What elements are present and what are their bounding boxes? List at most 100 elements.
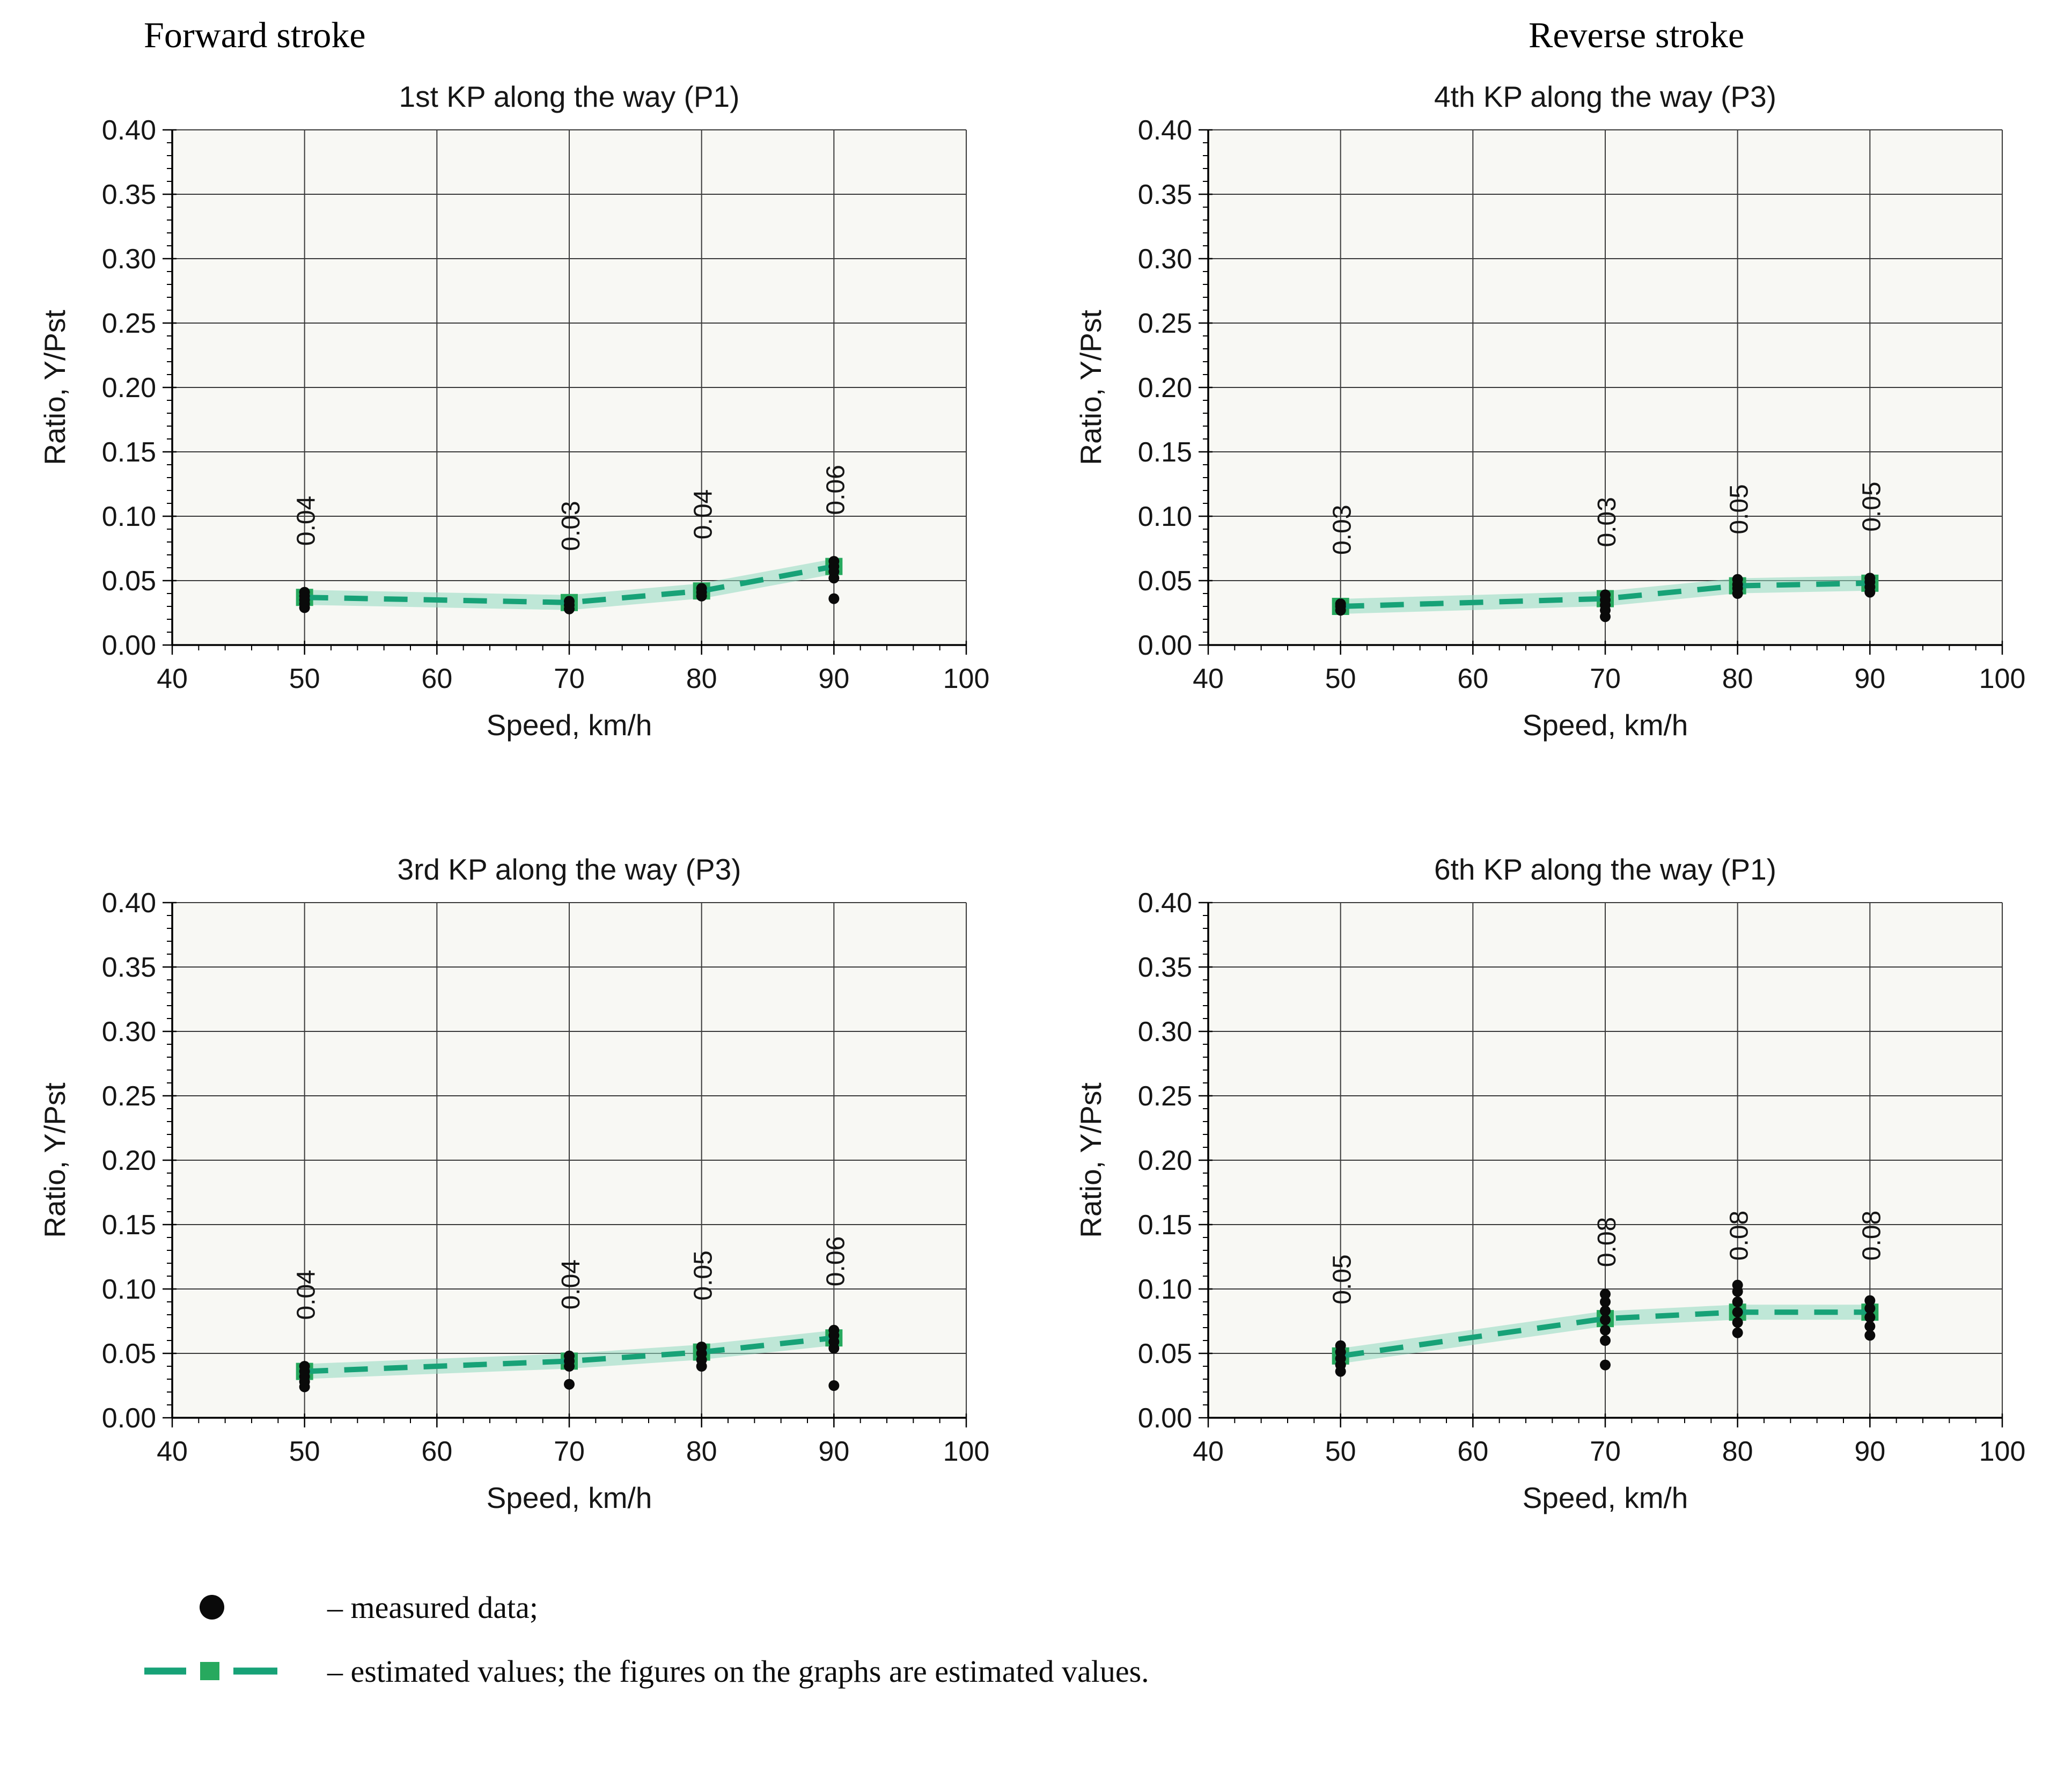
- svg-text:0.25: 0.25: [1137, 1081, 1192, 1112]
- chart-title: 4th KP along the way (P3): [1434, 80, 1776, 113]
- svg-text:50: 50: [1325, 1436, 1356, 1467]
- svg-text:50: 50: [1325, 663, 1356, 694]
- svg-text:40: 40: [157, 663, 188, 694]
- svg-text:60: 60: [421, 663, 452, 694]
- svg-text:50: 50: [289, 1436, 320, 1467]
- measured-series: [1335, 1279, 1875, 1377]
- value-labels: 0.04 0.03 0.04 0.06: [292, 465, 850, 551]
- svg-text:0.08: 0.08: [1857, 1211, 1886, 1261]
- chart-svg: 0.00 0.05 0.10 0.15 0.20 0.25 0.30 0.35 0.40 40 50…: [38, 80, 989, 742]
- svg-text:0.20: 0.20: [1137, 372, 1192, 404]
- svg-text:0.05: 0.05: [1137, 566, 1192, 597]
- legend-estimated-label: – estimated values; the figures on the g…: [327, 1653, 1149, 1689]
- svg-text:80: 80: [1722, 1436, 1753, 1467]
- svg-text:90: 90: [1854, 663, 1885, 694]
- gridlines: [172, 902, 967, 1418]
- estimated-marker: [97, 1659, 327, 1683]
- svg-text:60: 60: [421, 1436, 452, 1467]
- svg-text:0.03: 0.03: [1328, 504, 1356, 554]
- svg-text:0.30: 0.30: [1137, 1016, 1192, 1048]
- value-labels: 0.03 0.03 0.05 0.05: [1328, 481, 1886, 555]
- legend-measured-label: – measured data;: [327, 1589, 538, 1625]
- svg-text:0.00: 0.00: [1137, 1403, 1192, 1434]
- chart-title: 1st KP along the way (P1): [399, 80, 739, 113]
- measured-series: [299, 1324, 839, 1393]
- measured-dot-icon: [200, 1595, 224, 1620]
- svg-text:0.05: 0.05: [1857, 481, 1886, 531]
- x-axis-label: Speed, km/h: [1522, 1481, 1688, 1514]
- svg-text:70: 70: [1590, 1436, 1621, 1467]
- chart-6th-kp-p1: 0.00 0.05 0.10 0.15 0.20 0.25 0.30 0.35 0.40 40 50…: [1036, 846, 2072, 1539]
- svg-text:0.25: 0.25: [1137, 308, 1192, 339]
- estimated-series: [296, 558, 842, 611]
- chart-title: 3rd KP along the way (P3): [397, 853, 741, 886]
- svg-text:0.35: 0.35: [1137, 952, 1192, 983]
- svg-text:0.30: 0.30: [101, 1016, 156, 1048]
- column-title-reverse-stroke: Reverse stroke: [1529, 14, 1745, 55]
- y-axis-label: Ratio, Y/Pst: [38, 1082, 71, 1237]
- svg-text:0.25: 0.25: [101, 308, 156, 339]
- svg-text:0.04: 0.04: [557, 1259, 585, 1309]
- svg-text:0.00: 0.00: [101, 630, 156, 661]
- svg-text:80: 80: [686, 663, 717, 694]
- tick-labels: 0.00 0.05 0.10 0.15 0.20 0.25 0.30 0.35 0.40 40 50…: [1137, 115, 2025, 694]
- svg-text:50: 50: [289, 663, 320, 694]
- value-labels: 0.05 0.08 0.08 0.08: [1328, 1211, 1886, 1305]
- x-axis-label: Speed, km/h: [486, 1481, 652, 1514]
- svg-text:0.15: 0.15: [101, 1210, 156, 1241]
- legend-row-measured: – measured data;: [97, 1589, 2072, 1625]
- chart-svg: 0.00 0.05 0.10 0.15 0.20 0.25 0.30 0.35 0.40 40 50…: [38, 853, 989, 1514]
- svg-text:0.04: 0.04: [292, 1270, 320, 1320]
- svg-text:100: 100: [943, 1436, 989, 1467]
- svg-text:0.00: 0.00: [1137, 630, 1192, 661]
- svg-text:40: 40: [1193, 1436, 1224, 1467]
- measured-series: [299, 555, 839, 614]
- svg-text:0.04: 0.04: [292, 496, 320, 546]
- svg-text:60: 60: [1457, 663, 1488, 694]
- y-axis-label: Ratio, Y/Pst: [1074, 310, 1107, 465]
- svg-text:0.00: 0.00: [101, 1403, 156, 1434]
- svg-text:0.35: 0.35: [101, 952, 156, 983]
- svg-text:0.08: 0.08: [1725, 1211, 1753, 1261]
- svg-text:70: 70: [1590, 663, 1621, 694]
- axis-ticks: [162, 129, 967, 655]
- svg-text:0.15: 0.15: [1137, 1210, 1192, 1241]
- tick-labels: 0.00 0.05 0.10 0.15 0.20 0.25 0.30 0.35 0.40 40 50…: [101, 888, 989, 1467]
- svg-text:100: 100: [943, 663, 989, 694]
- axis-ticks: [162, 902, 967, 1427]
- svg-text:0.40: 0.40: [101, 888, 156, 919]
- svg-text:100: 100: [1979, 1436, 2025, 1467]
- svg-text:0.08: 0.08: [1593, 1217, 1621, 1267]
- column-titles: Forward stroke Reverse stroke: [0, 15, 2072, 55]
- svg-text:0.05: 0.05: [1328, 1254, 1356, 1304]
- svg-text:0.03: 0.03: [557, 501, 585, 551]
- svg-text:70: 70: [554, 1436, 585, 1467]
- svg-text:40: 40: [157, 1436, 188, 1467]
- chart-1st-kp-p1: 0.00 0.05 0.10 0.15 0.20 0.25 0.30 0.35 0.40 40 50…: [0, 74, 1036, 766]
- svg-text:0.15: 0.15: [1137, 437, 1192, 468]
- svg-text:0.06: 0.06: [821, 465, 850, 515]
- measured-marker: [97, 1595, 327, 1620]
- svg-text:0.10: 0.10: [1137, 1274, 1192, 1305]
- legend: – measured data; – estimated values; the…: [97, 1589, 2072, 1689]
- svg-text:60: 60: [1457, 1436, 1488, 1467]
- svg-text:0.20: 0.20: [1137, 1145, 1192, 1176]
- charts-grid: 0.00 0.05 0.10 0.15 0.20 0.25 0.30 0.35 0.40 40 50…: [0, 74, 2072, 1539]
- tick-labels: 0.00 0.05 0.10 0.15 0.20 0.25 0.30 0.35 0.40 40 50…: [101, 115, 989, 694]
- svg-text:70: 70: [554, 663, 585, 694]
- axis-ticks: [1198, 902, 2003, 1427]
- svg-text:0.40: 0.40: [1137, 888, 1192, 919]
- chart-svg: 0.00 0.05 0.10 0.15 0.20 0.25 0.30 0.35 0.40 40 50…: [1074, 80, 2025, 742]
- svg-text:0.10: 0.10: [101, 1274, 156, 1305]
- svg-text:0.20: 0.20: [101, 1145, 156, 1176]
- svg-text:0.30: 0.30: [1137, 244, 1192, 275]
- svg-text:100: 100: [1979, 663, 2025, 694]
- svg-text:0.03: 0.03: [1593, 497, 1621, 547]
- tick-labels: 0.00 0.05 0.10 0.15 0.20 0.25 0.30 0.35 0.40 40 50…: [1137, 888, 2025, 1467]
- measured-series: [1335, 572, 1875, 622]
- x-axis-label: Speed, km/h: [486, 708, 652, 742]
- chart-title: 6th KP along the way (P1): [1434, 853, 1776, 886]
- axis-ticks: [1198, 129, 2003, 655]
- svg-text:0.10: 0.10: [1137, 501, 1192, 532]
